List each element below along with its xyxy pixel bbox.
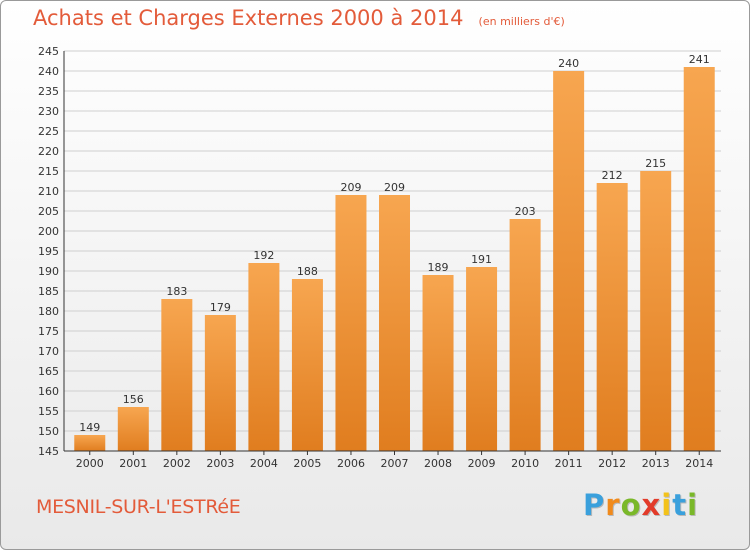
bar-2006 — [335, 195, 367, 451]
x-tick-label: 2009 — [468, 457, 496, 470]
y-tick-label: 195 — [38, 245, 59, 258]
chart-title: Achats et Charges Externes 2000 à 2014 — [33, 6, 464, 30]
value-label: 156 — [123, 393, 144, 406]
x-tick-label: 2014 — [685, 457, 713, 470]
logo-letter: P — [583, 488, 606, 522]
value-label: 212 — [602, 169, 623, 182]
commune-name: MESNIL-SUR-L'ESTRéE — [36, 496, 241, 518]
y-tick-label: 225 — [38, 125, 59, 138]
logo-letter: o — [620, 488, 642, 522]
bar-2005 — [291, 279, 323, 451]
y-tick-label: 200 — [38, 225, 59, 238]
x-tick-label: 2007 — [381, 457, 409, 470]
y-tick-label: 150 — [38, 425, 59, 438]
logo-letter: x — [641, 488, 662, 522]
y-tick-label: 215 — [38, 165, 59, 178]
bar-2013 — [640, 171, 672, 451]
y-tick-label: 160 — [38, 385, 59, 398]
logo-letter: r — [605, 488, 621, 522]
bar-2010 — [509, 219, 541, 451]
bar-2003 — [204, 315, 236, 451]
y-tick-label: 230 — [38, 105, 59, 118]
value-label: 191 — [471, 253, 492, 266]
x-tick-label: 2000 — [76, 457, 104, 470]
value-label: 179 — [210, 301, 231, 314]
y-tick-label: 245 — [38, 45, 59, 58]
logo-letter: i — [687, 488, 699, 522]
y-tick-label: 145 — [38, 445, 59, 458]
y-tick-label: 220 — [38, 145, 59, 158]
bars — [74, 67, 715, 451]
value-label: 188 — [297, 265, 318, 278]
x-tick-label: 2002 — [163, 457, 191, 470]
value-label: 240 — [558, 57, 579, 70]
value-label: 192 — [253, 249, 274, 262]
y-tick-label: 180 — [38, 305, 59, 318]
bar-2011 — [553, 71, 585, 451]
x-tick-labels: 2000 2001 2002 2003 2004 2005 2006 2007 2008 2009… — [76, 451, 713, 470]
x-tick-label: 2013 — [642, 457, 670, 470]
x-tick-label: 2003 — [206, 457, 234, 470]
x-tick-label: 2006 — [337, 457, 365, 470]
x-tick-label: 2004 — [250, 457, 278, 470]
x-tick-label: 2010 — [511, 457, 539, 470]
y-tick-label: 205 — [38, 205, 59, 218]
bar-2000 — [74, 435, 106, 451]
y-tick-label: 175 — [38, 325, 59, 338]
y-tick-label: 210 — [38, 185, 59, 198]
logo-letter: i — [661, 488, 673, 522]
y-tick-label: 240 — [38, 65, 59, 78]
value-label: 215 — [645, 157, 666, 170]
value-label: 203 — [515, 205, 536, 218]
value-label: 209 — [340, 181, 361, 194]
title-row: Achats et Charges Externes 2000 à 2014 (… — [33, 6, 565, 30]
value-labels: 149 156 183 179 192 188 209 209 189 191 203 240 212 2… — [79, 53, 709, 434]
logo-letter: t — [672, 488, 688, 522]
value-label: 241 — [689, 53, 710, 66]
value-label: 189 — [428, 261, 449, 274]
x-tick-label: 2011 — [555, 457, 583, 470]
bar-2008 — [422, 275, 454, 451]
y-tick-label: 170 — [38, 345, 59, 358]
value-label: 149 — [79, 421, 100, 434]
axes — [63, 51, 721, 452]
y-tick-label: 165 — [38, 365, 59, 378]
bar-2001 — [117, 407, 149, 451]
bar-2004 — [248, 263, 280, 451]
bar-2012 — [596, 183, 628, 451]
bar-2009 — [466, 267, 498, 451]
y-tick-label: 185 — [38, 285, 59, 298]
x-tick-label: 2012 — [598, 457, 626, 470]
x-tick-label: 2008 — [424, 457, 452, 470]
x-tick-label: 2001 — [119, 457, 147, 470]
y-tick-label: 190 — [38, 265, 59, 278]
chart-unit: (en milliers d'€) — [478, 15, 565, 28]
proxiti-logo: Proxiti — [583, 488, 698, 522]
value-label: 183 — [166, 285, 187, 298]
value-label: 209 — [384, 181, 405, 194]
y-tick-labels: 145 150 155 160 165 170 175 180 185 190 195 200 205 2… — [38, 45, 59, 458]
bar-2014 — [683, 67, 715, 451]
y-tick-label: 235 — [38, 85, 59, 98]
bar-2007 — [379, 195, 410, 451]
bar-2002 — [161, 299, 193, 451]
y-tick-label: 155 — [38, 405, 59, 418]
x-tick-label: 2005 — [293, 457, 321, 470]
